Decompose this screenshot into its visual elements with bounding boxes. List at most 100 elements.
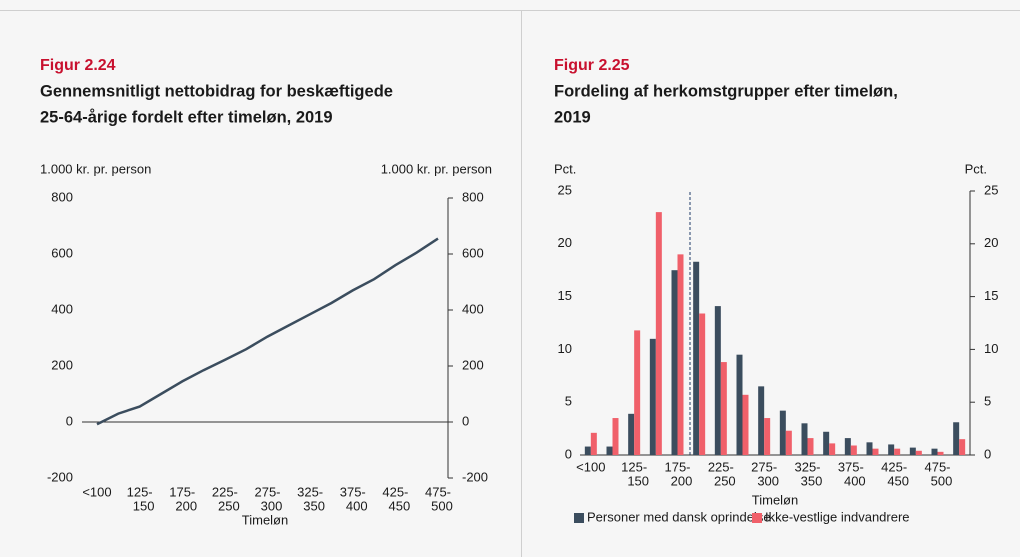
x-tick-label: 150 bbox=[627, 473, 649, 488]
x-tick-label: 175- bbox=[169, 484, 195, 499]
legend-label: Personer med dansk oprindelse bbox=[587, 509, 771, 524]
bar bbox=[823, 431, 830, 455]
x-tick-label: <100 bbox=[576, 459, 605, 474]
x-tick-label: 275- bbox=[751, 459, 777, 474]
x-tick-label: 300 bbox=[757, 473, 779, 488]
x-tick-label: 475- bbox=[924, 459, 950, 474]
y-tick-label: 15 bbox=[558, 288, 572, 303]
x-tick-label: 200 bbox=[671, 473, 693, 488]
y2-tick-label: 25 bbox=[984, 182, 998, 197]
bar bbox=[915, 450, 922, 455]
x-tick-label: 250 bbox=[218, 498, 240, 513]
bar bbox=[850, 445, 857, 455]
x-tick-label: 175- bbox=[664, 459, 690, 474]
x-tick-label: 350 bbox=[801, 473, 823, 488]
x-axis-label: Timeløn bbox=[752, 492, 798, 507]
x-tick-label: 400 bbox=[844, 473, 866, 488]
chart-title: Fordeling af herkomstgrupper efter timel… bbox=[554, 82, 898, 100]
y-tick-label: 10 bbox=[558, 341, 572, 356]
x-tick-label: 150 bbox=[133, 498, 155, 513]
y-tick-label: 200 bbox=[51, 357, 73, 372]
bar bbox=[758, 386, 765, 455]
figure-label: Figur 2.24 bbox=[40, 57, 116, 74]
y-tick-label: 800 bbox=[51, 189, 73, 204]
bar bbox=[649, 338, 656, 455]
y-tick-label: 600 bbox=[51, 245, 73, 260]
bar bbox=[959, 439, 966, 455]
y-tick-label: 5 bbox=[565, 394, 572, 409]
bar bbox=[937, 451, 944, 455]
bar bbox=[866, 442, 873, 455]
y2-tick-label: 15 bbox=[984, 288, 998, 303]
bar bbox=[909, 447, 916, 455]
x-tick-label: 300 bbox=[261, 498, 283, 513]
bar bbox=[720, 362, 727, 455]
x-tick-label: 225- bbox=[708, 459, 734, 474]
x-tick-label: 325- bbox=[297, 484, 323, 499]
x-tick-label: 425- bbox=[881, 459, 907, 474]
chart-title: Gennemsnitligt nettobidrag for beskæftig… bbox=[40, 82, 393, 100]
bar bbox=[742, 394, 749, 455]
y2-tick-label: 400 bbox=[462, 301, 484, 316]
bar bbox=[736, 354, 743, 455]
bar bbox=[844, 438, 851, 455]
bar bbox=[693, 261, 700, 455]
x-tick-label: 400 bbox=[346, 498, 368, 513]
bar bbox=[677, 254, 684, 455]
x-tick-label: 425- bbox=[382, 484, 408, 499]
line bbox=[96, 237, 439, 426]
bar bbox=[634, 330, 641, 455]
bar bbox=[801, 423, 808, 455]
y2-tick-label: 0 bbox=[984, 446, 991, 461]
chart-title: 2019 bbox=[554, 108, 591, 126]
x-tick-label: 450 bbox=[389, 498, 411, 513]
y2-tick-label: 10 bbox=[984, 341, 998, 356]
legend-swatch bbox=[574, 513, 584, 523]
bar bbox=[894, 448, 901, 455]
x-tick-label: 450 bbox=[887, 473, 909, 488]
x-tick-label: 350 bbox=[303, 498, 325, 513]
x-tick-label: 475- bbox=[425, 484, 451, 499]
x-tick-label: 275- bbox=[254, 484, 280, 499]
y2-tick-label: 200 bbox=[462, 357, 484, 372]
bar bbox=[764, 418, 771, 455]
x-tick-label: 375- bbox=[340, 484, 366, 499]
bar bbox=[785, 430, 792, 455]
legend-label: Ikke-vestlige indvandrere bbox=[765, 509, 910, 524]
bar bbox=[590, 432, 597, 455]
x-axis-label: Timeløn bbox=[242, 512, 288, 527]
bar bbox=[612, 418, 619, 455]
y-tick-label: 25 bbox=[558, 182, 572, 197]
x-tick-label: 125- bbox=[621, 459, 647, 474]
figure-label: Figur 2.25 bbox=[554, 57, 630, 74]
y2-tick-label: 600 bbox=[462, 245, 484, 260]
y-axis-label: Pct. bbox=[554, 161, 576, 176]
bar bbox=[584, 446, 591, 455]
bar bbox=[779, 410, 786, 455]
chart-title: 25-64-årige fordelt efter timeløn, 2019 bbox=[40, 108, 333, 126]
bar bbox=[888, 444, 895, 455]
y-axis-label: 1.000 kr. pr. person bbox=[40, 161, 151, 176]
y2-tick-label: 800 bbox=[462, 189, 484, 204]
y-tick-label: 0 bbox=[66, 413, 73, 428]
x-tick-label: 200 bbox=[175, 498, 197, 513]
y2-tick-label: 0 bbox=[462, 413, 469, 428]
y2-tick-label: -200 bbox=[462, 469, 488, 484]
bar bbox=[953, 422, 960, 455]
bar bbox=[699, 313, 706, 455]
x-tick-label: 325- bbox=[794, 459, 820, 474]
y2-axis-label: Pct. bbox=[965, 161, 987, 176]
y-tick-label: 400 bbox=[51, 301, 73, 316]
bar bbox=[655, 212, 662, 455]
bar bbox=[714, 306, 721, 455]
x-tick-label: 225- bbox=[212, 484, 238, 499]
bar bbox=[671, 270, 678, 455]
y2-tick-label: 20 bbox=[984, 235, 998, 250]
bar bbox=[606, 446, 613, 455]
bar bbox=[872, 448, 879, 455]
legend-swatch bbox=[752, 513, 762, 523]
x-tick-label: <100 bbox=[82, 484, 111, 499]
bar bbox=[829, 443, 836, 455]
y2-tick-label: 5 bbox=[984, 394, 991, 409]
